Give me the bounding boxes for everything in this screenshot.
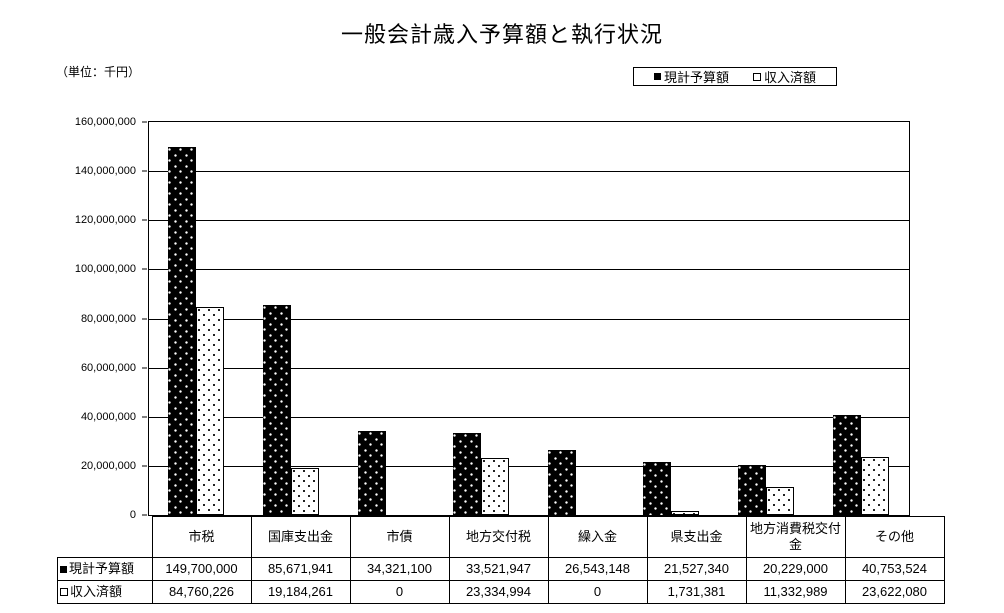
y-axis-tick bbox=[142, 268, 147, 270]
y-axis-tick-label: 40,000,000 bbox=[80, 411, 136, 423]
series-name: 収入済額 bbox=[70, 583, 123, 599]
y-axis-tick-label: 20,000,000 bbox=[80, 460, 136, 472]
unit-label: （単位：千円） bbox=[56, 65, 141, 79]
y-axis-tick-label: 120,000,000 bbox=[74, 214, 136, 226]
y-axis-tick bbox=[142, 170, 147, 172]
y-axis: 0 20,000,000 40,000,000 60,000,000 80,000,00… bbox=[0, 116, 148, 521]
y-axis-tick-label: 100,000,000 bbox=[74, 263, 136, 275]
bar-budget bbox=[738, 465, 766, 515]
chart-title: 一般会計歳入予算額と執行状況 bbox=[340, 22, 663, 47]
table-value-cell: 26,543,148 bbox=[547, 557, 648, 581]
category-header: 国庫支出金 bbox=[250, 516, 351, 558]
bar-received bbox=[671, 511, 699, 515]
table-value-cell: 0 bbox=[349, 580, 450, 604]
y-axis-tick-label: 60,000,000 bbox=[80, 362, 136, 374]
category-header-row: 市税 国庫支出金 市債 地方交付税 繰入金 県支出金 地方消費税交付金 その他 bbox=[58, 516, 945, 558]
table-value-cell: 33,521,947 bbox=[448, 557, 549, 581]
y-axis-tick bbox=[142, 416, 147, 418]
gridline bbox=[149, 319, 909, 320]
table-value-cell: 34,321,100 bbox=[349, 557, 450, 581]
table-value-cell: 0 bbox=[547, 580, 648, 604]
legend-label-received: 収入済額 bbox=[764, 70, 817, 85]
table-value-cell: 149,700,000 bbox=[151, 557, 252, 581]
data-table-body: 市税 国庫支出金 市債 地方交付税 繰入金 県支出金 地方消費税交付金 その他現計予算額 149… bbox=[57, 516, 945, 604]
gridline bbox=[149, 171, 909, 172]
table-value-cell: 84,760,226 bbox=[151, 580, 252, 604]
plot-area bbox=[148, 121, 910, 516]
y-axis-tick bbox=[142, 514, 147, 516]
series-name: 現計予算額 bbox=[69, 560, 135, 576]
table-value-cell: 1,731,381 bbox=[646, 580, 747, 604]
bar-received bbox=[196, 307, 224, 515]
data-table: 市税 国庫支出金 市債 地方交付税 繰入金 県支出金 地方消費税交付金 その他現計予算額 149… bbox=[57, 516, 945, 604]
open-square-icon bbox=[60, 587, 68, 596]
table-row-header: 収入済額 bbox=[57, 580, 153, 604]
legend-item-received: 収入済額 bbox=[753, 67, 816, 86]
bar-received bbox=[291, 468, 319, 515]
table-value-cell: 85,671,941 bbox=[250, 557, 351, 581]
table-value-cell: 23,334,994 bbox=[448, 580, 549, 604]
legend-label-budget: 現計予算額 bbox=[663, 70, 729, 85]
y-axis-tick bbox=[142, 465, 147, 467]
bar-budget bbox=[643, 462, 671, 515]
table-corner-cell bbox=[58, 517, 153, 558]
gridline bbox=[149, 466, 909, 467]
table-value-cell: 11,332,989 bbox=[745, 580, 846, 604]
table-value-cell: 19,184,261 bbox=[250, 580, 351, 604]
legend: 現計予算額 収入済額 bbox=[633, 67, 837, 86]
gridline bbox=[149, 417, 909, 418]
filled-square-icon bbox=[60, 565, 67, 573]
y-axis-tick bbox=[142, 219, 147, 221]
gridline bbox=[149, 269, 909, 270]
y-axis-tick bbox=[142, 121, 147, 123]
table-row: 収入済額 84,760,226 19,184,261 0 23,334,994 0 1,73… bbox=[57, 580, 945, 604]
category-header: その他 bbox=[844, 516, 945, 558]
category-header: 市債 bbox=[349, 516, 450, 558]
table-value-cell: 20,229,000 bbox=[745, 557, 846, 581]
bar-budget bbox=[263, 305, 291, 515]
y-axis-tick-label: 160,000,000 bbox=[74, 116, 136, 128]
table-value-cell: 21,527,340 bbox=[646, 557, 747, 581]
bar-received bbox=[766, 487, 794, 515]
bar-received bbox=[481, 458, 509, 515]
open-square-icon bbox=[753, 72, 761, 81]
bar-budget bbox=[453, 433, 481, 515]
y-axis-tick-label: 0 bbox=[129, 509, 136, 521]
category-header: 地方消費税交付金 bbox=[745, 516, 846, 558]
legend-item-budget: 現計予算額 bbox=[653, 67, 729, 86]
category-header: 市税 bbox=[151, 516, 252, 558]
category-header: 繰入金 bbox=[547, 516, 648, 558]
table-value-cell: 40,753,524 bbox=[844, 557, 945, 581]
y-axis-tick-label: 140,000,000 bbox=[74, 165, 136, 177]
filled-square-icon bbox=[653, 73, 661, 80]
category-header: 県支出金 bbox=[646, 516, 747, 558]
category-header: 地方交付税 bbox=[448, 516, 549, 558]
y-axis-tick bbox=[142, 318, 147, 320]
bar-budget bbox=[358, 431, 386, 515]
gridline bbox=[149, 368, 909, 369]
table-row-header: 現計予算額 bbox=[57, 557, 153, 581]
table-value-cell: 23,622,080 bbox=[844, 580, 945, 604]
bar-budget bbox=[168, 147, 196, 515]
bar-budget bbox=[548, 450, 576, 515]
gridline bbox=[149, 220, 909, 221]
y-axis-tick-label: 80,000,000 bbox=[80, 313, 136, 325]
bar-received bbox=[861, 457, 889, 515]
table-row: 現計予算額 149,700,000 85,671,941 34,321,100 33,5… bbox=[57, 557, 945, 581]
y-axis-tick bbox=[142, 367, 147, 369]
bar-budget bbox=[833, 415, 861, 515]
